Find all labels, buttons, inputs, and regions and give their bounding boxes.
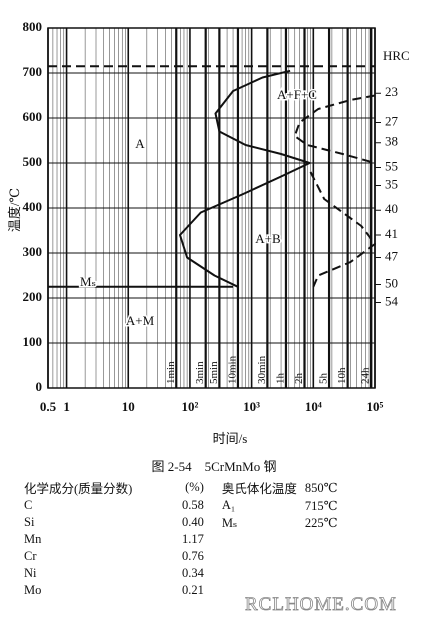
hrc-title: HRC	[383, 48, 410, 63]
table-row: Si 0.40 Mₛ 225℃	[20, 514, 342, 531]
table-cell: Mo	[24, 583, 42, 597]
table-cell: 0.34	[182, 566, 204, 580]
time-mark-label: 1min	[165, 361, 177, 384]
y-tick-label: 500	[23, 154, 43, 169]
watermark: RCLHOME.COM	[245, 594, 397, 616]
y-tick-label: 800	[23, 19, 43, 34]
region-label: A+F+C	[277, 87, 317, 102]
time-mark-label: 2h	[293, 373, 305, 385]
y-tick-label: 100	[23, 334, 43, 349]
time-mark-label: 24h	[360, 367, 372, 384]
y-axis-label: 温度/℃	[7, 188, 22, 232]
table-cell	[301, 565, 342, 582]
table-cell: 0.58	[182, 498, 204, 512]
table-cell	[208, 565, 301, 582]
x-tick-label: 10³	[243, 399, 260, 414]
time-mark-label: 5min	[208, 361, 220, 384]
x-tick-label: 0.5	[40, 399, 57, 414]
time-mark-label: 10h	[336, 367, 348, 384]
hardness-label: 41	[385, 226, 398, 241]
table-cell	[208, 531, 301, 548]
x-axis-label: 时间/s	[213, 431, 248, 446]
y-tick-label: 700	[23, 64, 43, 79]
x-tick-label: 10²	[181, 399, 198, 414]
table-cell: Mₛ	[221, 515, 238, 530]
table-cell: 715℃	[304, 498, 338, 513]
hardness-label: 38	[385, 134, 398, 149]
table-row: Ni 0.34	[20, 565, 342, 582]
table-row: 化学成分(质量分数) (%) 奥氏体化温度 850℃	[20, 478, 342, 497]
table-cell: 化学成分(质量分数)	[24, 482, 133, 496]
x-tick-label: 10	[122, 399, 135, 414]
x-tick-label: 10⁴	[305, 399, 322, 414]
table-cell: 0.76	[182, 549, 204, 563]
region-label: A+B	[255, 231, 281, 246]
plot-frame	[47, 27, 376, 389]
y-tick-label: 400	[23, 199, 43, 214]
curve	[179, 69, 311, 288]
time-mark-label: 30min	[256, 355, 268, 384]
x-tick-label: 1	[63, 399, 70, 414]
time-mark-label: 1h	[274, 373, 286, 385]
table-cell: C	[24, 498, 33, 512]
table-cell	[301, 531, 342, 548]
table-cell: A₁	[221, 498, 236, 512]
hardness-label: 40	[385, 201, 398, 216]
table-cell: 225℃	[304, 515, 338, 530]
caption: 图 2-54 5CrMnMo 钢	[151, 459, 277, 474]
composition-table: 化学成分(质量分数) (%) 奥氏体化温度 850℃ C 0.58 A₁ 715℃ Si 0.40…	[20, 478, 342, 599]
table-cell: Si	[24, 515, 35, 529]
region-label: Mₛ	[80, 274, 96, 289]
y-tick-label: 300	[23, 244, 43, 259]
table-row: Mn 1.17	[20, 531, 342, 548]
table-cell	[208, 548, 301, 565]
table-cell: 1.17	[182, 532, 204, 546]
table-cell	[301, 548, 342, 565]
table-row: Cr 0.76	[20, 548, 342, 565]
chart: 时间/s 温度/℃ 0 100 200 300 400 500 600 700 800 0.5 1 1…	[7, 19, 410, 446]
table-cell: Mn	[24, 532, 42, 546]
curve	[293, 94, 376, 288]
table-row: Mo 0.21	[20, 582, 342, 599]
table-cell: Ni	[24, 566, 37, 580]
hardness-label: 47	[385, 248, 399, 263]
hardness-label: 23	[385, 84, 398, 99]
time-mark-label: 3min	[194, 361, 206, 384]
region-label: A+M	[126, 313, 155, 328]
y-tick-label: 0	[36, 379, 43, 394]
table-cell: 0.21	[182, 583, 204, 597]
y-tick-label: 600	[23, 109, 43, 124]
time-mark-label: 10min	[226, 355, 238, 384]
hardness-label: 27	[385, 113, 399, 128]
hardness-label: 54	[385, 293, 399, 308]
table-cell: Cr	[24, 549, 37, 563]
table-cell: 0.40	[182, 515, 204, 529]
x-tick-label: 10⁵	[367, 399, 384, 414]
y-tick-label: 200	[23, 289, 43, 304]
hardness-label: 50	[385, 275, 398, 290]
region-label: A	[135, 136, 145, 151]
table-cell: (%)	[185, 480, 204, 494]
table-row: C 0.58 A₁ 715℃	[20, 497, 342, 514]
hardness-label: 55	[385, 158, 398, 173]
table-cell: 奥氏体化温度	[221, 482, 297, 496]
hardness-label: 35	[385, 176, 398, 191]
time-mark-label: 5h	[318, 373, 330, 385]
table-cell: 850℃	[304, 480, 338, 495]
